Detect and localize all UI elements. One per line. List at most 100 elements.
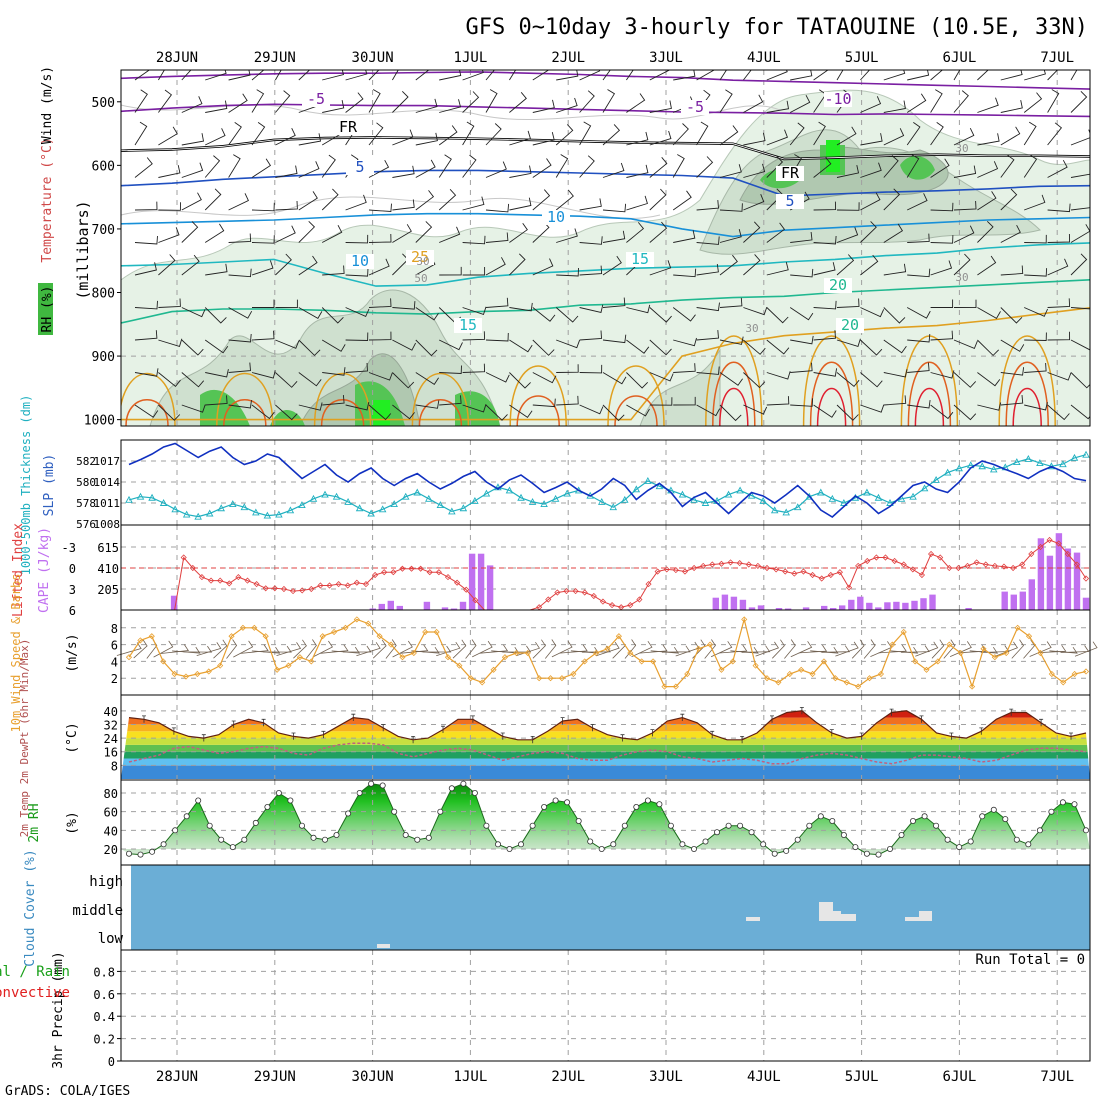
wind-speed-marker xyxy=(900,628,907,636)
temperature-line xyxy=(128,710,1087,741)
wind-barb xyxy=(790,335,814,345)
surface-temp-contour xyxy=(223,399,267,426)
thickness-marker xyxy=(528,498,537,505)
temperature-band xyxy=(121,731,1090,739)
thickness-marker xyxy=(436,501,445,509)
cape-bar xyxy=(387,600,394,610)
rh-contour-label: 30 xyxy=(955,142,968,155)
wind-speed-marker xyxy=(547,675,554,682)
contour-label-bg xyxy=(776,194,804,209)
wind-barb xyxy=(766,339,790,355)
wind-speed-marker xyxy=(479,679,486,686)
rh2m-marker xyxy=(541,804,548,811)
cape-bar xyxy=(378,603,385,610)
wind-speed-marker xyxy=(718,666,725,673)
wind-barb xyxy=(626,304,651,314)
wind10m-barb xyxy=(798,644,828,654)
wind-barb xyxy=(532,189,551,211)
wind10m-barb xyxy=(710,641,733,658)
thickness-marker xyxy=(1013,458,1021,465)
rh2m-marker xyxy=(126,850,133,857)
thickness-markers xyxy=(125,450,1090,520)
wind10m-barb xyxy=(183,645,213,653)
lifted-index-marker xyxy=(754,562,761,569)
wind10m-barb xyxy=(821,645,851,653)
thickness-marker xyxy=(275,510,283,518)
wind-barb xyxy=(509,404,533,419)
wind-barb xyxy=(532,398,556,408)
wind-speed-marker xyxy=(353,616,360,623)
wind-barb xyxy=(672,154,685,178)
temp2m-tick-label: 40 xyxy=(104,705,118,719)
rh2m-marker xyxy=(333,832,340,839)
wind10m-barb xyxy=(146,639,158,659)
wind-barb xyxy=(204,155,221,178)
wind-speed-marker xyxy=(422,628,429,636)
temperature-band-group xyxy=(121,710,1090,779)
rh2m-marker xyxy=(990,806,997,813)
contour-label-bg xyxy=(346,160,374,175)
wind-speed-marker xyxy=(855,683,862,690)
wind-barb xyxy=(251,330,275,341)
rh2m-marker xyxy=(298,822,305,829)
thickness-tick-label: 578 xyxy=(76,497,96,510)
temperature-band xyxy=(121,710,1090,718)
wind-barb xyxy=(415,132,438,146)
date-axis-top: 28JUN 29JUN 30JUN 1JUL 2JUL 3JUL 4JUL 5JUL 6JUL 7… xyxy=(156,50,1074,66)
lifted-index-tick-label: 3 xyxy=(69,583,76,597)
lifted-index-marker xyxy=(590,592,597,600)
wind-barb xyxy=(415,221,433,243)
lifted-index-marker xyxy=(326,582,333,589)
wind10m-barb xyxy=(312,640,333,658)
thickness-marker xyxy=(229,500,237,507)
rh2m-marker xyxy=(529,822,536,829)
lifted-index-marker xyxy=(353,579,360,586)
rh2m-marker xyxy=(898,832,905,839)
wind-barb xyxy=(813,368,838,377)
thickness-marker xyxy=(171,505,179,513)
rh2m-marker xyxy=(402,832,409,839)
wind-barb xyxy=(1000,100,1023,113)
wind-barb xyxy=(321,339,346,352)
wind-barb xyxy=(392,224,412,243)
lifted-index-marker xyxy=(299,587,306,594)
thickness-marker xyxy=(909,492,917,500)
rh2m-marker xyxy=(1025,841,1032,848)
wind-speed-marker xyxy=(946,641,953,648)
wind-barb xyxy=(953,372,977,388)
wind-barb xyxy=(368,233,392,243)
wind-barb xyxy=(204,188,222,211)
wind-speed-marker xyxy=(1025,633,1033,640)
wind-barb xyxy=(696,156,714,178)
lifted-index-marker xyxy=(335,581,342,588)
thickness-marker xyxy=(401,492,410,500)
wind-speed-marker xyxy=(570,670,577,678)
wind10m-barb xyxy=(650,646,680,654)
thickness-marker xyxy=(817,488,825,496)
wind-barb xyxy=(415,372,439,386)
wind-barb xyxy=(1070,404,1090,420)
wind10m-barb xyxy=(755,641,780,657)
wind-barb xyxy=(673,230,696,243)
wind-barb xyxy=(977,133,1000,146)
rh2m-marker xyxy=(610,841,617,848)
thickness-marker xyxy=(632,485,641,493)
temp2m-grid xyxy=(121,695,1090,780)
wind-barb xyxy=(626,131,649,146)
rh2m-marker xyxy=(229,844,236,851)
precip-legend-total: Total / Rain xyxy=(0,964,70,980)
wind10m-barb xyxy=(400,644,429,654)
wind10m-barb xyxy=(1029,641,1052,657)
rh2m-area xyxy=(121,783,1090,855)
wind-barb xyxy=(860,221,877,243)
wind-barb xyxy=(321,188,339,211)
wind-barb xyxy=(836,202,860,211)
wind-barb xyxy=(532,372,557,384)
wind-barb xyxy=(485,203,510,213)
wind-barb xyxy=(766,155,784,178)
cape-bar xyxy=(911,600,918,610)
wind-speed-marker xyxy=(148,633,155,640)
wind-barb xyxy=(556,267,579,277)
